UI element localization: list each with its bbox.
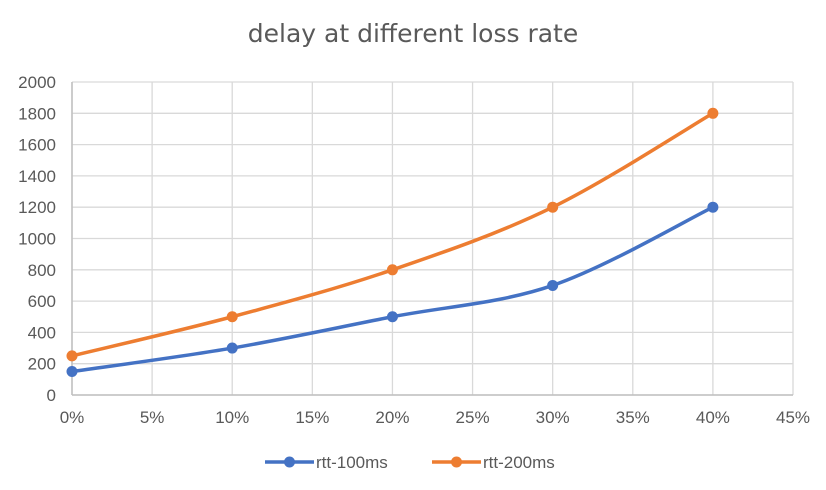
- legend-marker-icon: [451, 456, 462, 468]
- x-tick-label: 45%: [776, 408, 810, 427]
- series-group: [66, 107, 719, 378]
- y-tick-label: 1800: [18, 104, 56, 123]
- x-tick-label: 35%: [616, 408, 650, 427]
- data-point: [66, 350, 78, 362]
- data-point: [386, 311, 398, 323]
- legend-item: rtt-100ms: [265, 453, 388, 472]
- y-tick-label: 1200: [18, 198, 56, 217]
- data-point: [226, 311, 238, 323]
- x-tick-label: 40%: [696, 408, 730, 427]
- y-tick-label: 200: [28, 355, 56, 374]
- x-tick-label: 5%: [140, 408, 165, 427]
- y-tick-label: 1400: [18, 167, 56, 186]
- series-rtt-100ms: [66, 201, 719, 378]
- x-tick-label: 10%: [215, 408, 249, 427]
- data-point: [66, 366, 78, 378]
- y-tick-label: 0: [47, 386, 56, 405]
- x-tick-label: 25%: [456, 408, 490, 427]
- x-axis-ticks: 0% 5% 10% 15% 20% 25% 30% 35% 40% 45%: [60, 408, 810, 427]
- series-rtt-200ms: [66, 107, 719, 362]
- data-point: [226, 342, 238, 354]
- y-tick-label: 1000: [18, 230, 56, 249]
- legend-item: rtt-200ms: [432, 453, 555, 472]
- legend-label: rtt-100ms: [316, 453, 388, 472]
- x-tick-label: 15%: [295, 408, 329, 427]
- y-axis-ticks: 0 200 400 600 800 1000 1200 1400 1600 1800 2000: [18, 73, 56, 405]
- x-tick-label: 20%: [375, 408, 409, 427]
- legend: rtt-100ms rtt-200ms: [265, 453, 555, 472]
- data-point: [547, 201, 559, 213]
- chart-title: delay at different loss rate: [248, 19, 578, 48]
- y-tick-label: 400: [28, 323, 56, 342]
- data-point: [707, 107, 719, 119]
- data-point: [707, 201, 719, 213]
- legend-marker-icon: [284, 456, 295, 468]
- legend-label: rtt-200ms: [483, 453, 555, 472]
- data-point: [386, 264, 398, 276]
- data-point: [547, 279, 559, 291]
- y-tick-label: 2000: [18, 73, 56, 92]
- y-tick-label: 800: [28, 261, 56, 280]
- y-tick-label: 1600: [18, 136, 56, 155]
- x-tick-label: 30%: [536, 408, 570, 427]
- x-tick-label: 0%: [60, 408, 85, 427]
- y-tick-label: 600: [28, 292, 56, 311]
